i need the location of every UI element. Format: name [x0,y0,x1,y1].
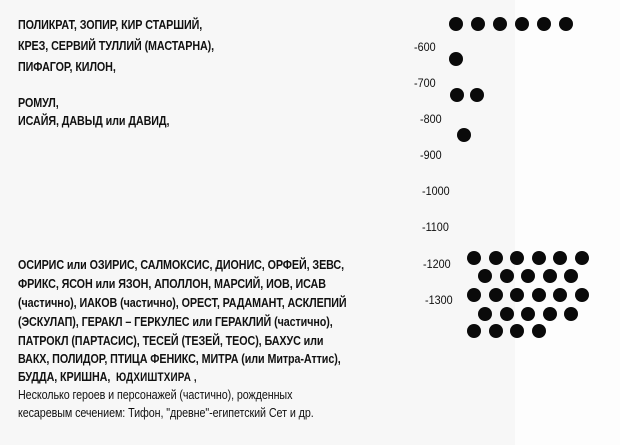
dot-marker [531,251,546,265]
dot-marker [575,288,589,302]
text-line: (частично), ИАКОВ (частично), ОРЕСТ, РАД… [18,296,347,310]
dot-marker [564,307,579,321]
text-line: ПИФАГОР, КИЛОН, [18,60,116,74]
text-line: ПАТРОКЛ (ПАРТАСИС), ТЕСЕЙ (ТЕЗЕЙ, ТЕОС),… [18,334,324,348]
timeline-tick: -1100 [422,220,449,234]
dot-marker [553,251,568,265]
dot-marker [471,17,485,31]
text-line: КРЕЗ, СЕРВИЙ ТУЛЛИЙ (МАСТАРНА), [18,39,215,53]
dot-marker [559,17,573,31]
dot-marker [467,251,481,265]
dot-marker [510,251,525,265]
text-line: ВАКХ, ПОЛИДОР, ПТИЦА ФЕНИКС, МИТРА (или … [18,352,341,366]
dot-marker [537,17,551,31]
dot-marker [575,251,589,265]
timeline-tick: -1200 [423,257,451,271]
dot-marker [478,269,492,283]
timeline-tick: -1300 [425,293,453,307]
dot-marker [499,307,514,321]
dot-marker [488,288,503,302]
dot-marker [478,307,492,321]
dot-marker [488,251,503,265]
timeline-tick: -1000 [422,184,450,198]
text-line: (ЭСКУЛАП), ГЕРАКЛ – ГЕРКУЛЕС или ГЕРАКЛИ… [18,315,333,329]
text-segment: БУДДА, КРИШНА, [18,370,117,384]
text-line: ИСАЙЯ, ДАВЫД или ДАВИД, [18,114,170,128]
text-line: ПОЛИКРАТ, ЗОПИР, КИР СТАРШИЙ, [18,18,203,32]
dot-marker [542,269,557,283]
document-page: ПОЛИКРАТ, ЗОПИР, КИР СТАРШИЙ, КРЕЗ, СЕРВ… [18,18,453,420]
dot-marker [450,88,464,102]
dot-marker [531,324,546,338]
dot-marker [493,17,507,31]
dot-marker [564,269,579,283]
dot-marker [515,17,529,31]
timeline-tick: -600 [414,40,436,54]
dot-marker [521,307,536,321]
timeline-tick: -700 [414,76,436,90]
timeline-tick: -900 [420,148,442,162]
dot-marker [521,269,536,283]
emphasized-name: ЮДХИШТХИРА , [116,372,197,384]
dot-marker [510,288,525,302]
dot-marker [531,288,546,302]
text-line: ОСИРИС или ОЗИРИС, САЛМОКСИС, ДИОНИС, ОР… [18,258,345,272]
dot-marker [449,17,463,31]
text-line: Несколько героев и персонажей (частично)… [18,388,293,402]
dot-marker [467,324,481,338]
dot-marker [449,52,463,66]
dot-marker [457,128,471,142]
text-line: РОМУЛ, [18,96,59,110]
dot-marker [488,324,503,338]
dot-marker [467,288,481,302]
dot-marker [499,269,514,283]
text-line: ФРИКС, ЯСОН или ЯЗОН, АПОЛЛОН, МАРСИЙ, И… [18,277,326,291]
text-line: БУДДА, КРИШНА, ЮДХИШТХИРА , [18,370,197,384]
text-line: кесаревым сечением: Тифон, "древне"-егип… [18,406,314,420]
dot-marker [510,324,525,338]
dot-marker [553,288,568,302]
timeline-tick: -800 [420,112,442,126]
dot-marker [542,307,557,321]
dot-marker [470,88,484,102]
